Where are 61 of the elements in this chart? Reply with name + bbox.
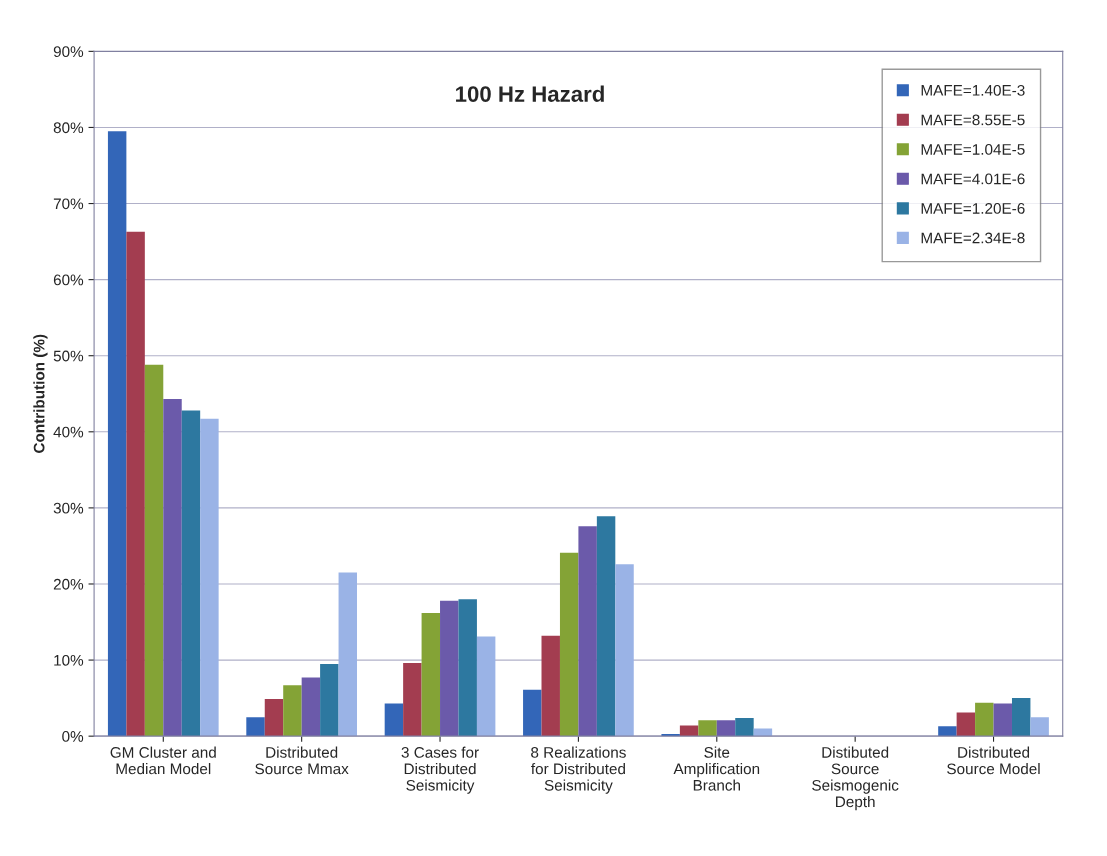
bar [615, 564, 634, 737]
bar [753, 728, 773, 737]
x-tick-label: 8 Realizations for Distributed Seismicity [531, 746, 626, 794]
bar [523, 689, 542, 737]
x-tick-label: GM Cluster and Median Model [110, 746, 216, 775]
y-tick-label: 40% [53, 426, 84, 438]
bar [384, 703, 404, 737]
y-tick-label: 30% [53, 502, 84, 514]
bar [403, 663, 422, 737]
bar [578, 526, 597, 737]
bar [956, 712, 976, 737]
bar [283, 685, 302, 737]
bar [458, 599, 477, 737]
bar [181, 410, 201, 737]
bar [246, 717, 265, 737]
x-tick-label: Distributed Source Mmax [255, 746, 349, 775]
bar [107, 131, 127, 737]
y-tick-label: 20% [53, 578, 84, 590]
legend-label: MAFE=4.01E-6 [921, 173, 1025, 185]
y-tick-label: 50% [53, 350, 84, 362]
y-tick-label: 80% [53, 122, 84, 134]
bar [559, 552, 579, 737]
bar [975, 702, 994, 737]
bar [144, 364, 164, 737]
y-tick-label: 70% [53, 198, 84, 210]
x-tick-label: Distributed Source Model [947, 746, 1040, 775]
y-tick-label: 60% [53, 274, 84, 286]
bar [993, 703, 1012, 737]
y-tick-label: 90% [53, 46, 84, 58]
bar [716, 720, 736, 737]
bar [661, 733, 680, 737]
x-tick-label: Site Amplification Branch [673, 746, 760, 791]
bar [1030, 717, 1049, 737]
text: 100 Hz Hazard [456, 85, 604, 102]
y-axis-title: Contribution (%) [33, 334, 48, 453]
bar [126, 231, 145, 737]
bar [163, 399, 182, 737]
legend-label: MAFE=1.40E-3 [921, 84, 1025, 96]
bar [1011, 698, 1031, 737]
bar [338, 572, 358, 737]
legend-label: MAFE=2.34E-8 [921, 232, 1025, 244]
bar [596, 516, 616, 737]
bar [440, 600, 459, 737]
x-tick-label: Distibuted Source Seismogenic Depth [812, 746, 899, 811]
bar [541, 635, 560, 737]
y-tick-label: 0% [62, 731, 84, 742]
bar [476, 636, 496, 737]
bar [200, 418, 219, 737]
bar [320, 663, 339, 737]
bar [938, 726, 957, 737]
legend-label: MAFE=8.55E-5 [921, 114, 1025, 126]
bar [301, 677, 321, 737]
bar [698, 720, 717, 737]
bar [421, 612, 441, 737]
bar [735, 717, 754, 737]
bar [264, 698, 284, 737]
bar [679, 725, 699, 737]
legend-label: MAFE=1.04E-5 [921, 143, 1025, 155]
x-tick-label: 3 Cases for Distributed Seismicity [401, 746, 479, 794]
legend-label: MAFE=1.20E-6 [921, 203, 1025, 214]
y-tick-label: 10% [54, 654, 84, 666]
